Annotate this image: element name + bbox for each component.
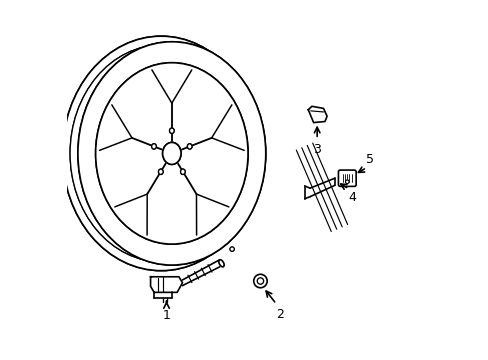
Ellipse shape (151, 144, 156, 149)
Ellipse shape (229, 247, 234, 251)
Ellipse shape (180, 169, 185, 175)
Ellipse shape (96, 63, 247, 244)
Ellipse shape (163, 143, 181, 165)
Polygon shape (150, 277, 182, 292)
Ellipse shape (70, 45, 252, 262)
Ellipse shape (253, 274, 266, 288)
FancyBboxPatch shape (338, 170, 355, 186)
Ellipse shape (180, 169, 185, 175)
Ellipse shape (78, 42, 265, 265)
Ellipse shape (151, 144, 156, 149)
Text: 5: 5 (366, 153, 373, 166)
Ellipse shape (78, 42, 265, 265)
Ellipse shape (70, 45, 252, 262)
Ellipse shape (257, 278, 263, 284)
Ellipse shape (169, 128, 174, 134)
Polygon shape (307, 106, 326, 123)
Ellipse shape (229, 247, 234, 251)
Ellipse shape (62, 36, 259, 271)
Ellipse shape (187, 144, 192, 149)
Ellipse shape (345, 180, 348, 184)
Ellipse shape (62, 36, 259, 271)
Ellipse shape (218, 260, 224, 267)
Ellipse shape (158, 169, 163, 175)
Text: 3: 3 (313, 143, 321, 156)
Text: 2: 2 (275, 307, 284, 321)
Text: 4: 4 (348, 191, 356, 204)
Ellipse shape (158, 169, 163, 175)
Ellipse shape (169, 128, 174, 134)
Ellipse shape (96, 63, 247, 244)
Ellipse shape (187, 144, 192, 149)
Text: 1: 1 (162, 309, 170, 322)
Ellipse shape (163, 143, 181, 165)
